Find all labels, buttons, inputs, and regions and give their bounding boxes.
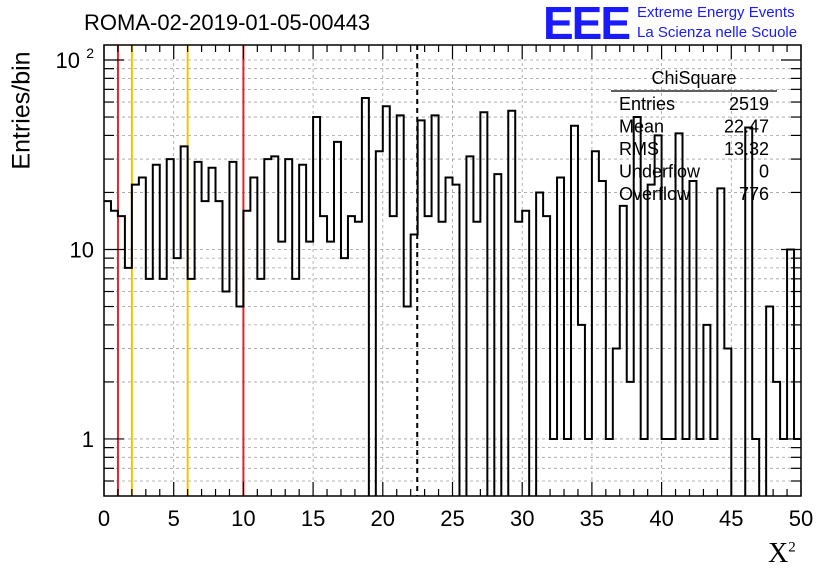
histogram-bin bbox=[466, 156, 473, 496]
stats-row-label: Underflow bbox=[619, 162, 701, 182]
histogram-bars bbox=[104, 97, 801, 496]
histogram-bin bbox=[236, 307, 243, 496]
histogram-bin bbox=[250, 177, 257, 496]
axis-ticks: 0 5 10 15 20 25 30 35 40 45 50 1 10 10 2 bbox=[56, 45, 813, 531]
histogram-bin bbox=[439, 222, 446, 496]
x-tick-label: 10 bbox=[231, 506, 255, 531]
x-axis-label: X2 bbox=[768, 538, 796, 570]
histogram-bin bbox=[139, 177, 146, 496]
histogram-bin bbox=[787, 249, 794, 496]
histogram-bin bbox=[571, 126, 578, 496]
histogram-bin bbox=[480, 112, 487, 496]
y-tick-label: 10 bbox=[70, 237, 94, 262]
histogram-bin bbox=[592, 151, 599, 496]
logo-subtitle-1: Extreme Energy Events bbox=[637, 4, 795, 21]
histogram-bin bbox=[453, 185, 460, 496]
histogram-bin bbox=[264, 159, 271, 496]
histogram-bin bbox=[222, 292, 229, 496]
stats-row-label: Mean bbox=[619, 117, 664, 137]
stats-row-value: 776 bbox=[739, 184, 769, 204]
histogram-bin bbox=[153, 165, 160, 496]
x-axis-label-base: X bbox=[768, 538, 789, 569]
y-axis-label: Entries/bin bbox=[7, 51, 36, 170]
histogram-bin bbox=[404, 307, 411, 496]
y-tick-label: 10 bbox=[56, 48, 80, 73]
x-tick-label: 0 bbox=[98, 506, 110, 531]
x-tick-label: 40 bbox=[649, 506, 673, 531]
x-tick-label: 45 bbox=[719, 506, 743, 531]
y-tick-label: 1 bbox=[82, 427, 94, 452]
histogram-bin bbox=[376, 151, 383, 496]
stats-row-value: 22.47 bbox=[724, 117, 769, 137]
y-tick-label-sup: 2 bbox=[86, 45, 94, 61]
histogram-bin bbox=[271, 156, 278, 496]
histogram-bin bbox=[536, 192, 543, 496]
histogram-bin bbox=[174, 258, 181, 496]
x-tick-label: 35 bbox=[580, 506, 604, 531]
histogram-bin bbox=[599, 181, 606, 496]
eee-logo: EEE bbox=[543, 0, 631, 49]
histogram-bin bbox=[334, 142, 341, 496]
histogram-bin bbox=[285, 159, 292, 496]
histogram-bin bbox=[515, 222, 522, 496]
histogram-bin bbox=[167, 159, 174, 496]
histogram-bin bbox=[132, 185, 139, 496]
histogram-bin bbox=[418, 120, 425, 496]
logo-subtitle-2: La Scienza nelle Scuole bbox=[637, 24, 798, 41]
stats-box-name: ChiSquare bbox=[651, 68, 736, 88]
stats-row-label: RMS bbox=[619, 139, 659, 159]
stats-row-label: Entries bbox=[619, 94, 675, 114]
marker-lines bbox=[116, 45, 419, 496]
histogram-bin bbox=[278, 242, 285, 496]
histogram-bin bbox=[292, 279, 299, 496]
histogram-outline bbox=[104, 97, 801, 496]
histogram-bin bbox=[648, 185, 655, 496]
histogram-bin bbox=[446, 177, 453, 496]
histogram-bin bbox=[578, 325, 585, 496]
x-tick-label: 20 bbox=[371, 506, 395, 531]
histogram-bin bbox=[724, 349, 731, 496]
histogram-bin bbox=[243, 211, 250, 496]
histogram-bin bbox=[181, 146, 188, 496]
x-tick-label: 30 bbox=[510, 506, 534, 531]
grid bbox=[104, 45, 801, 496]
x-tick-label: 25 bbox=[440, 506, 464, 531]
histogram-bin bbox=[160, 279, 167, 496]
histogram-bin bbox=[745, 128, 752, 496]
histogram-bin bbox=[689, 181, 696, 496]
histogram-bin bbox=[341, 258, 348, 496]
stats-row-value: 2519 bbox=[729, 94, 769, 114]
histogram-bin bbox=[146, 279, 153, 496]
histogram-bin bbox=[195, 162, 202, 496]
histogram-bin bbox=[557, 177, 564, 496]
x-tick-label: 15 bbox=[301, 506, 325, 531]
stats-row-value: 13.32 bbox=[724, 139, 769, 159]
histogram-bin bbox=[362, 98, 369, 496]
x-tick-label: 50 bbox=[789, 506, 813, 531]
histogram-bin bbox=[355, 222, 362, 496]
histogram-bin bbox=[327, 242, 334, 496]
chart-title: ROMA-02-2019-01-05-00443 bbox=[84, 10, 371, 35]
histogram-bin bbox=[703, 325, 710, 496]
histogram-bin bbox=[522, 211, 529, 496]
histogram-bin bbox=[299, 165, 306, 496]
histogram-bin bbox=[188, 279, 195, 496]
histogram-bin bbox=[209, 168, 216, 496]
histogram-bin bbox=[257, 279, 264, 496]
x-tick-label: 5 bbox=[168, 506, 180, 531]
histogram-bin bbox=[306, 242, 313, 496]
stats-box: ChiSquare Entries 2519 Mean 22.47 RMS 13.32 Und… bbox=[611, 68, 777, 204]
stats-row-label: Overflow bbox=[619, 184, 691, 204]
histogram-bin bbox=[383, 106, 390, 496]
histogram-bin bbox=[111, 211, 118, 496]
histogram-bin bbox=[613, 349, 620, 496]
x-axis-label-sup: 2 bbox=[788, 539, 796, 556]
stats-row-value: 0 bbox=[759, 162, 769, 182]
histogram-bin bbox=[766, 307, 773, 496]
histogram-bin bbox=[473, 222, 480, 496]
histogram-bin bbox=[229, 162, 236, 496]
histogram-bin bbox=[508, 111, 515, 496]
histogram-bin bbox=[717, 188, 724, 496]
